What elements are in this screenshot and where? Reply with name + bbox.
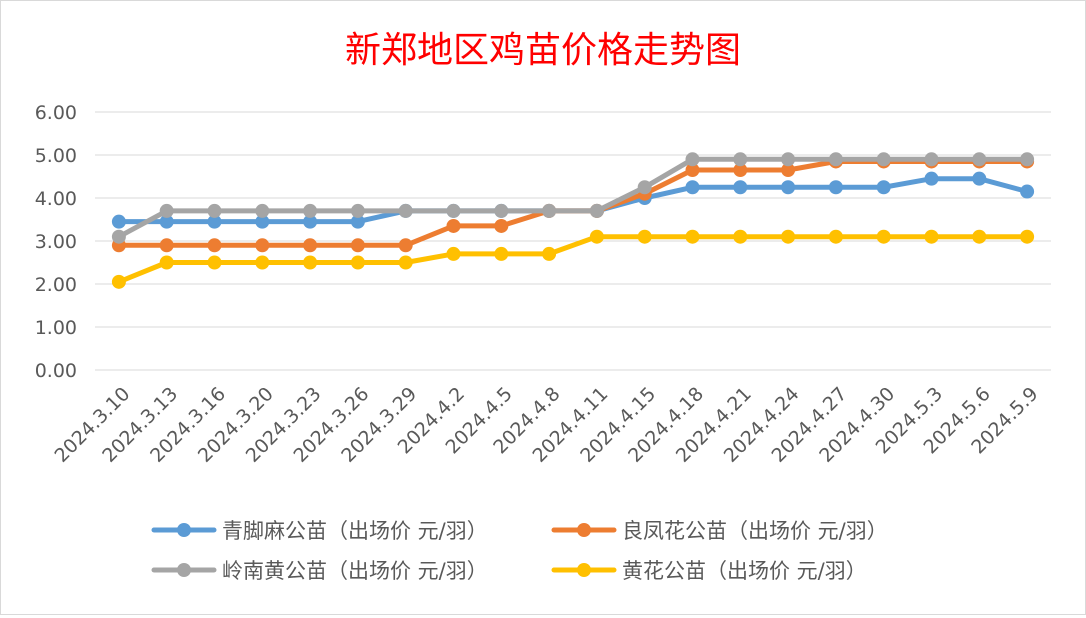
data-point	[159, 238, 174, 253]
data-point	[111, 229, 126, 244]
data-point	[255, 214, 270, 229]
data-point	[972, 171, 987, 186]
data-point	[685, 229, 700, 244]
data-point	[398, 238, 413, 253]
legend-item: 良凤花公苗（出场价 元/羽）	[551, 519, 888, 543]
data-point	[828, 229, 843, 244]
data-point	[350, 203, 365, 218]
data-point	[876, 180, 891, 195]
data-point	[159, 255, 174, 270]
y-tick-label: 3.00	[35, 231, 77, 253]
data-point	[924, 152, 939, 167]
legend-swatch-marker	[577, 523, 591, 537]
legend-swatch-marker	[177, 563, 191, 577]
legend-item: 黄花公苗（出场价 元/羽）	[551, 559, 867, 583]
legend: 青脚麻公苗（出场价 元/羽） 良凤花公苗（出场价 元/羽） 岭南黄公苗（出场价 元/…	[151, 519, 888, 583]
data-point	[398, 203, 413, 218]
legend-swatch-marker	[577, 563, 591, 577]
data-point	[255, 238, 270, 253]
data-point	[781, 180, 796, 195]
data-point	[303, 255, 318, 270]
data-point	[733, 152, 748, 167]
data-point	[1020, 152, 1035, 167]
data-point	[446, 218, 461, 233]
series-line	[116, 156, 1030, 240]
data-point	[924, 229, 939, 244]
data-point	[733, 180, 748, 195]
data-point	[111, 214, 126, 229]
data-point	[1020, 184, 1035, 199]
data-point	[159, 214, 174, 229]
data-point	[589, 229, 604, 244]
x-axis-tick-labels: 2024.3.102024.3.132024.3.162024.3.202024…	[50, 383, 1042, 467]
data-point	[876, 229, 891, 244]
series-line	[116, 234, 1030, 285]
y-tick-label: 6.00	[35, 102, 77, 124]
y-tick-label: 1.00	[35, 317, 77, 339]
data-point	[494, 246, 509, 261]
data-point	[303, 238, 318, 253]
data-point	[111, 274, 126, 289]
series-3	[111, 152, 1035, 244]
data-point	[446, 203, 461, 218]
data-point	[159, 203, 174, 218]
data-point	[542, 246, 557, 261]
data-point	[255, 203, 270, 218]
y-axis-tick-labels: 0.00 1.00 2.00 3.00 4.00 5.00 6.00	[35, 102, 77, 382]
data-point	[542, 203, 557, 218]
y-tick-label: 2.00	[35, 274, 77, 296]
legend-label: 岭南黄公苗（出场价 元/羽）	[222, 559, 488, 583]
data-point	[303, 203, 318, 218]
data-point	[207, 255, 222, 270]
data-point	[207, 203, 222, 218]
series-1	[111, 171, 1035, 229]
legend-label: 黄花公苗（出场价 元/羽）	[622, 559, 867, 583]
data-point	[828, 180, 843, 195]
data-point	[685, 180, 700, 195]
y-tick-label: 5.00	[35, 145, 77, 167]
legend-label: 良凤花公苗（出场价 元/羽）	[622, 519, 888, 543]
gridlines	[95, 111, 1051, 371]
data-point	[876, 152, 891, 167]
data-point	[685, 152, 700, 167]
series-line	[116, 159, 1030, 248]
series-4	[111, 229, 1035, 289]
data-point	[781, 152, 796, 167]
legend-label: 青脚麻公苗（出场价 元/羽）	[222, 519, 488, 543]
series-group	[111, 152, 1035, 289]
data-point	[207, 214, 222, 229]
y-tick-label: 0.00	[35, 360, 77, 382]
data-point	[828, 152, 843, 167]
data-point	[733, 163, 748, 178]
data-point	[350, 255, 365, 270]
chart-title: 新郑地区鸡苗价格走势图	[345, 30, 741, 71]
data-point	[494, 218, 509, 233]
data-point	[733, 229, 748, 244]
y-tick-label: 4.00	[35, 188, 77, 210]
data-point	[207, 238, 222, 253]
data-point	[303, 214, 318, 229]
data-point	[350, 238, 365, 253]
legend-item: 青脚麻公苗（出场价 元/羽）	[151, 519, 488, 543]
data-point	[494, 203, 509, 218]
data-point	[255, 255, 270, 270]
data-point	[781, 229, 796, 244]
data-point	[637, 180, 652, 195]
data-point	[398, 255, 413, 270]
legend-item: 岭南黄公苗（出场价 元/羽）	[151, 559, 488, 583]
data-point	[350, 214, 365, 229]
data-point	[1020, 229, 1035, 244]
data-point	[972, 229, 987, 244]
data-point	[781, 163, 796, 178]
data-point	[446, 246, 461, 261]
legend-swatch-marker	[177, 523, 191, 537]
data-point	[637, 229, 652, 244]
data-point	[589, 203, 604, 218]
data-point	[924, 171, 939, 186]
data-point	[685, 163, 700, 178]
data-point	[972, 152, 987, 167]
series-line	[116, 176, 1030, 225]
